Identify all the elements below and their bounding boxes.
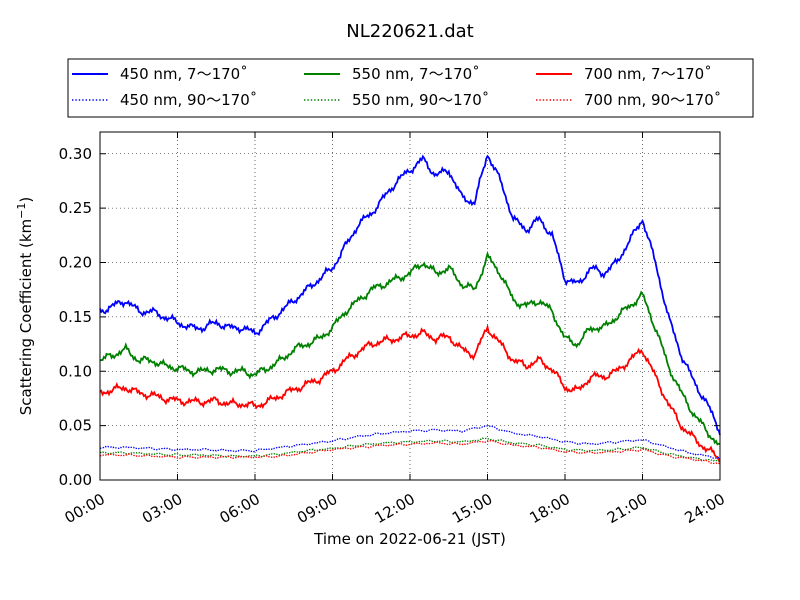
legend-label: 700 nm, 7～170˚ (584, 65, 712, 83)
series-line-550-7 (99, 250, 720, 446)
y-tick-label: 0.05 (59, 417, 92, 435)
y-axis-label-end: ) (17, 197, 35, 203)
x-tick-label: 15:00 (449, 490, 495, 527)
y-axis-label: Scattering Coefficient (km−1) (15, 197, 35, 416)
y-tick-labels: 0.00 0.05 0.10 0.15 0.20 0.25 0.30 (59, 145, 92, 489)
legend-label: 700 nm, 90～170˚ (584, 91, 721, 109)
legend-label: 550 nm, 90～170˚ (352, 91, 489, 109)
y-tick-label: 0.30 (59, 145, 92, 163)
y-tick-label: 0.10 (59, 362, 92, 380)
x-tick-label: 24:00 (682, 490, 728, 527)
legend-frame (67, 58, 754, 118)
x-tick-label: 18:00 (527, 490, 573, 527)
x-tick-label: 12:00 (372, 490, 418, 527)
grid-lines (99, 132, 721, 481)
x-tick-label: 03:00 (139, 490, 185, 527)
x-axis-label: Time on 2022-06-21 (JST) (313, 530, 506, 548)
x-tick-label: 21:00 (604, 490, 650, 527)
x-tick-labels: 00:00 03:00 06:00 09:00 12:00 15:00 18:00 21:00… (62, 490, 728, 527)
y-tick-label: 0.25 (59, 199, 92, 217)
y-tick-label: 0.15 (59, 308, 92, 326)
legend-label: 550 nm, 7～170˚ (352, 65, 480, 83)
y-tick-label: 0.20 (59, 254, 92, 272)
series-line-700-90 (99, 439, 721, 465)
series-line-700-7 (99, 323, 721, 462)
y-axis-label-superscript: −1 (15, 203, 28, 219)
series-line-550-90 (99, 437, 721, 463)
series-line-450-90 (99, 424, 721, 459)
chart-title: NL220621.dat (346, 21, 473, 42)
x-tick-label: 09:00 (294, 490, 340, 527)
legend: 450 nm, 7～170˚ 550 nm, 7～170˚ 700 nm, 7～17… (67, 58, 754, 118)
y-axis-label-main: Scattering Coefficient (km (17, 219, 35, 415)
legend-label: 450 nm, 7～170˚ (120, 65, 248, 83)
legend-label: 450 nm, 90～170˚ (120, 91, 257, 109)
y-tick-label: 0.00 (59, 471, 92, 489)
axis-ticks (99, 132, 721, 481)
series-line-450-7 (99, 154, 721, 436)
series-group (99, 154, 721, 465)
x-tick-label: 00:00 (62, 490, 108, 527)
x-tick-label: 06:00 (217, 490, 263, 527)
